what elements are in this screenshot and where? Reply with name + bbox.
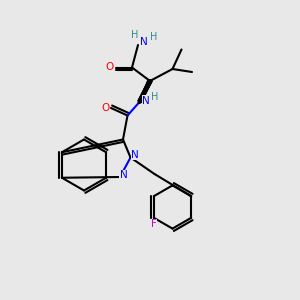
Text: H: H <box>150 32 157 43</box>
Text: O: O <box>101 103 110 113</box>
Text: H: H <box>131 29 139 40</box>
Text: N: N <box>140 37 147 47</box>
Text: F: F <box>151 219 157 230</box>
Text: N: N <box>120 170 128 181</box>
Text: N: N <box>142 95 150 106</box>
Text: N: N <box>131 149 139 160</box>
Polygon shape <box>140 81 152 102</box>
Text: O: O <box>105 62 114 73</box>
Text: H: H <box>152 92 159 102</box>
